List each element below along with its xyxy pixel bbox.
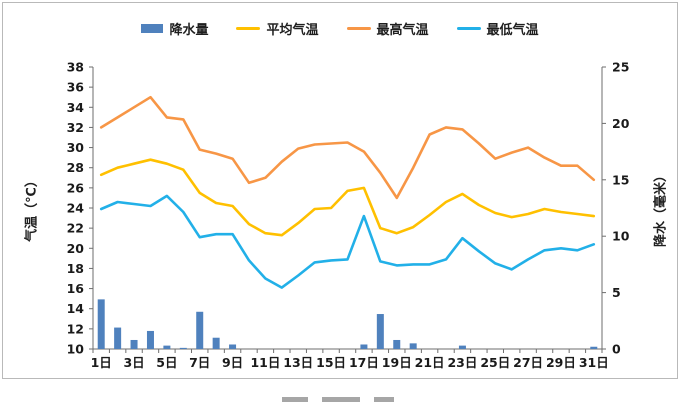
x-axis-tick-label: 7日 [189, 355, 210, 370]
right-axis-tick-label: 20 [612, 116, 630, 131]
x-axis-tick-label: 27日 [513, 355, 543, 370]
right-axis-tick-label: 25 [612, 60, 629, 75]
x-axis-tick-label: 13日 [283, 355, 313, 370]
left-axis-tick-label: 22 [67, 221, 84, 236]
legend-bar-swatch [141, 24, 164, 33]
precipitation-bar [590, 346, 598, 349]
left-axis-tick-label: 18 [67, 261, 84, 276]
left-axis-tick-label: 16 [67, 281, 85, 296]
x-axis-tick-label: 19日 [382, 355, 412, 370]
x-axis-tick-label: 3日 [123, 355, 144, 370]
precipitation-bar [376, 314, 384, 349]
precipitation-bar [458, 345, 466, 349]
left-axis-tick-label: 26 [67, 180, 85, 195]
x-axis-tick-label: 17日 [349, 355, 379, 370]
precipitation-bars [97, 299, 598, 349]
precipitation-bar [196, 311, 204, 349]
cropped-caption-fragment [282, 397, 442, 404]
precipitation-bar [130, 339, 138, 349]
right-axis-title: 降水（毫米） [653, 168, 669, 248]
precipitation-bar [179, 347, 187, 349]
right-axis-tick-label: 0 [612, 342, 621, 357]
legend-label: 最高气温 [376, 23, 429, 38]
legend-label: 最低气温 [486, 23, 539, 38]
left-axis-tick-label: 38 [67, 60, 84, 75]
legend: 降水量 平均气温 最高气温 最低气温 [0, 19, 680, 38]
left-axis-title: 气温（℃） [24, 174, 40, 242]
precipitation-bar [360, 344, 368, 349]
right-axis-tick-label: 15 [612, 172, 629, 187]
x-axis-tick-label: 5日 [156, 355, 177, 370]
x-axis-tick-label: 25日 [480, 355, 510, 370]
precipitation-bar [146, 330, 154, 349]
legend-line-swatch [456, 27, 481, 30]
precipitation-bar [114, 327, 122, 349]
caption-glyph-fragment [322, 397, 360, 402]
left-axis-tick-label: 30 [67, 140, 85, 155]
precipitation-bar [163, 345, 171, 349]
max-temp-line [99, 95, 596, 200]
x-axis-tick-label: 23日 [447, 355, 477, 370]
legend-item: 降水量 [141, 19, 208, 38]
x-axis-tick-label: 21日 [415, 355, 445, 370]
x-axis-tick-label: 9日 [222, 355, 243, 370]
left-axis-tick-label: 10 [67, 342, 85, 357]
x-axis-tick-label: 31日 [579, 355, 609, 370]
legend-label: 降水量 [169, 23, 209, 38]
left-axis-tick-label: 24 [67, 201, 85, 216]
left-axis-tick-label: 32 [67, 120, 84, 135]
caption-glyph-fragment [282, 397, 308, 402]
precipitation-bar [409, 343, 417, 349]
avg-temp-line [99, 158, 596, 237]
left-axis-tick-label: 20 [67, 241, 85, 256]
legend-label: 平均气温 [266, 23, 319, 38]
min-temp-line [99, 194, 596, 289]
x-axis-tick-label: 11日 [250, 355, 280, 370]
legend-line-swatch [236, 27, 261, 30]
left-axis-tick-label: 14 [67, 301, 85, 316]
left-axis-tick-label: 36 [67, 80, 85, 95]
precipitation-bar [229, 344, 237, 349]
x-axis-tick-label: 1日 [91, 355, 112, 370]
legend-item: 最高气温 [346, 19, 429, 38]
legend-line-swatch [346, 27, 371, 30]
x-axis-tick-label: 29日 [546, 355, 576, 370]
x-axis-tick-label: 15日 [316, 355, 346, 370]
left-axis-tick-label: 34 [67, 100, 85, 115]
left-axis-tick-label: 12 [67, 321, 84, 336]
legend-item: 平均气温 [236, 19, 319, 38]
precipitation-bar [393, 339, 401, 349]
right-axis-tick-label: 10 [612, 229, 630, 244]
left-axis-tick-label: 28 [67, 160, 84, 175]
caption-glyph-fragment [374, 397, 394, 402]
precipitation-bar [212, 337, 220, 349]
legend-item: 最低气温 [456, 19, 539, 38]
precipitation-bar [97, 299, 105, 349]
right-axis-tick-label: 5 [612, 285, 621, 300]
